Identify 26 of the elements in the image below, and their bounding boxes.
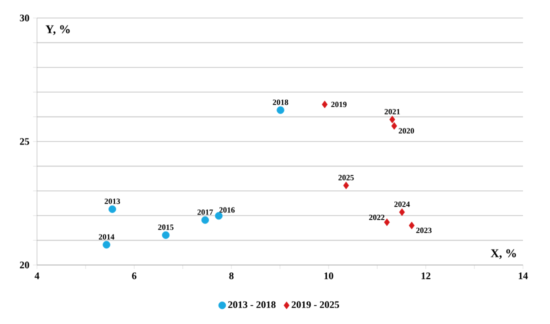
point bbox=[102, 240, 110, 249]
point bbox=[276, 106, 284, 114]
x-tick-label: 8 bbox=[229, 272, 234, 280]
y-tick-label: 30 bbox=[20, 14, 30, 22]
point bbox=[389, 116, 396, 124]
point bbox=[201, 216, 209, 224]
y-tick-label: 20 bbox=[20, 262, 30, 268]
x-tick-label: 6 bbox=[132, 272, 136, 280]
x-tick-label: 10 bbox=[324, 272, 334, 280]
point bbox=[343, 182, 349, 190]
x-tick-label: 12 bbox=[422, 272, 430, 280]
x-tick-label: 4 bbox=[34, 272, 40, 280]
point bbox=[162, 231, 170, 239]
point bbox=[408, 222, 415, 230]
point bbox=[322, 100, 328, 108]
x-axis-title: X, % bbox=[490, 249, 516, 260]
y-tick-label: 25 bbox=[20, 138, 30, 145]
legend-label: 2019 - 2025 bbox=[292, 301, 340, 308]
y-axis-title: Y, % bbox=[46, 25, 70, 36]
legend-label: 2013 - 2018 bbox=[228, 301, 276, 308]
point bbox=[391, 122, 398, 130]
x-tick-label: 14 bbox=[518, 272, 528, 280]
point bbox=[108, 205, 116, 213]
point bbox=[214, 212, 223, 220]
point bbox=[399, 208, 405, 216]
point bbox=[384, 218, 390, 226]
